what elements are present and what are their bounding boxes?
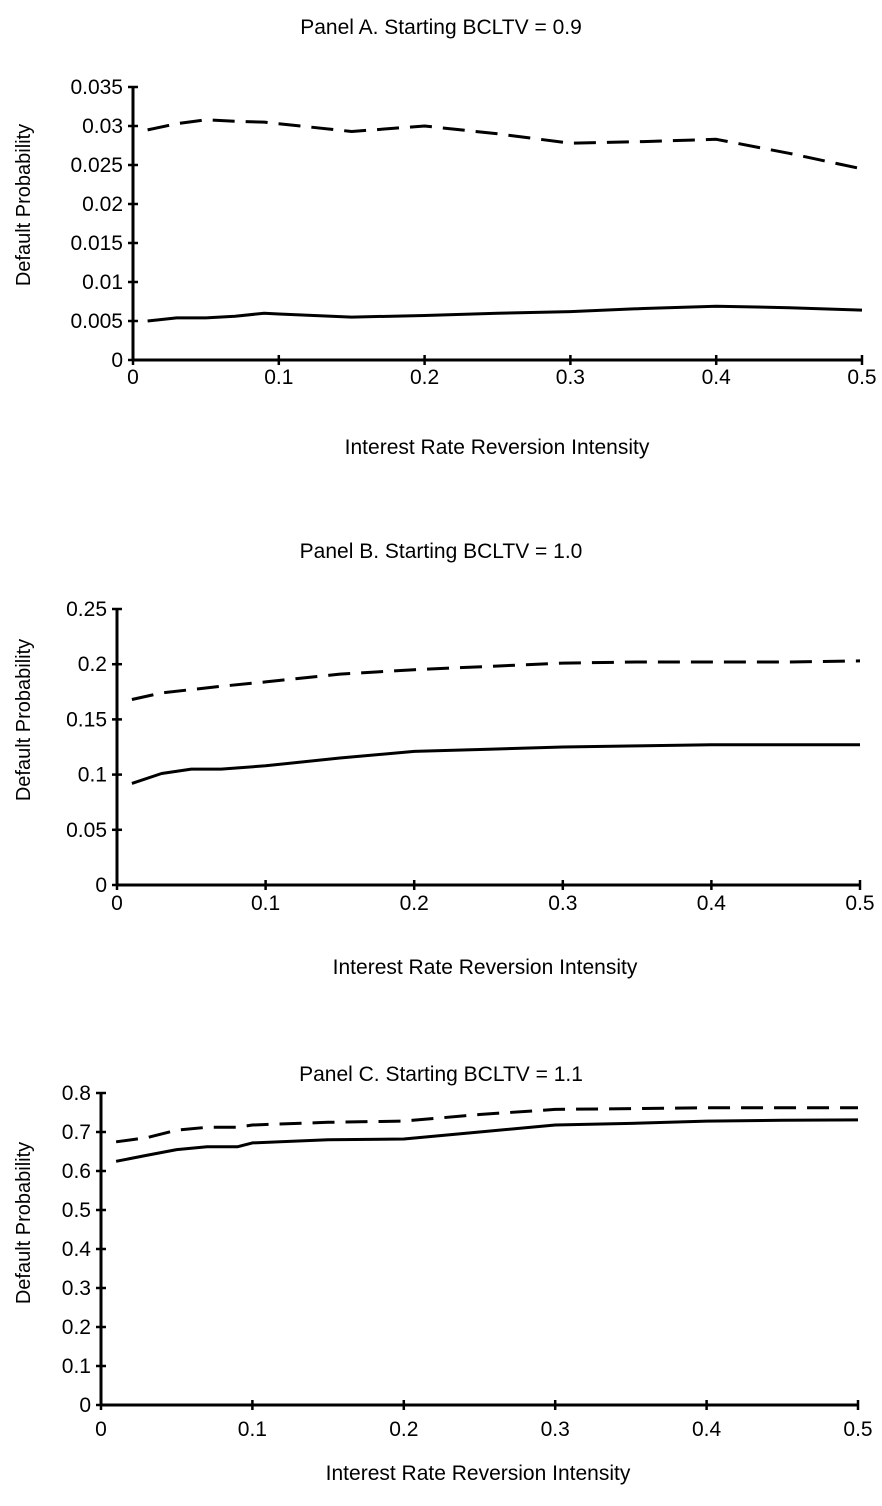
panel-c-x-tick-label: 0 bbox=[95, 1418, 107, 1441]
panel-c-y-tick-label: 0 bbox=[79, 1394, 91, 1417]
panel-a-y-tick-label: 0.025 bbox=[70, 154, 123, 177]
panel-c-y-tick-label: 0.8 bbox=[62, 1082, 91, 1105]
panel-b-x-tick-label: 0 bbox=[111, 892, 123, 915]
panel-b-y-tick-label: 0.25 bbox=[66, 598, 107, 621]
panel-c-y-tick-label: 0.1 bbox=[62, 1355, 91, 1378]
panel-b-series-dashed-line bbox=[131, 659, 861, 701]
panel-a-title: Panel A. Starting BCLTV = 0.9 bbox=[300, 16, 582, 39]
panel-a-x-tick-label: 0 bbox=[127, 366, 139, 389]
panel-c-title: Panel C. Starting BCLTV = 1.1 bbox=[299, 1063, 583, 1086]
panel-c-y-tick-label: 0.2 bbox=[62, 1316, 91, 1339]
panel-c-x-tick-label: 0.3 bbox=[541, 1418, 570, 1441]
panel-c-y-tick-label: 0.7 bbox=[62, 1121, 91, 1144]
panel-a-y-tick-label: 0.03 bbox=[82, 115, 123, 138]
panel-b-series-solid-line bbox=[131, 743, 860, 785]
panel-a-y-tick-label: 0.035 bbox=[70, 76, 123, 99]
panel-b-x-tick-label: 0.1 bbox=[251, 892, 280, 915]
panel-c-y-axis-label: Default Probability bbox=[13, 1142, 35, 1304]
panel-a-y-axis-label: Default Probability bbox=[13, 124, 35, 286]
panel-a-x-tick-label: 0.2 bbox=[410, 366, 439, 389]
panel-a-y-tick-label: 0 bbox=[111, 349, 123, 372]
panel-b-x-tick-label: 0.4 bbox=[697, 892, 727, 915]
panel-b-chart: 0 0.05 0.1 0.15 0.2 0.25 0 0.1 0.2 0.3 0.4 0.5 Defau… bbox=[13, 598, 875, 915]
panel-b-y-tick-label: 0.1 bbox=[78, 764, 107, 787]
panel-a-x-tick-label: 0.4 bbox=[702, 366, 732, 389]
panel-b-xlabel: Interest Rate Reversion Intensity bbox=[332, 956, 638, 979]
panel-c-series-dashed-line bbox=[115, 1106, 858, 1144]
panel-c-series-solid-line bbox=[115, 1118, 859, 1163]
panel-a-y-tick-label: 0.015 bbox=[70, 232, 123, 255]
panel-a-x-tick-label: 0.1 bbox=[264, 366, 293, 389]
panel-c-x-tick-label: 0.5 bbox=[843, 1418, 872, 1441]
panel-c-y-tick-label: 0.3 bbox=[62, 1277, 91, 1300]
panel-a-y-tick-label: 0.005 bbox=[70, 310, 123, 333]
panel-c-x-tick-label: 0.2 bbox=[389, 1418, 418, 1441]
panel-a-xlabel: Interest Rate Reversion Intensity bbox=[344, 436, 650, 459]
panel-a-x-tick-label: 0.5 bbox=[847, 366, 876, 389]
panel-c-y-tick-label: 0.6 bbox=[62, 1160, 91, 1183]
panel-a-series-dashed-line bbox=[147, 118, 863, 171]
panel-b-y-tick-label: 0 bbox=[95, 874, 107, 897]
panel-b-x-tick-label: 0.5 bbox=[845, 892, 874, 915]
panel-a-x-tick-label: 0.3 bbox=[556, 366, 585, 389]
panel-a-chart: 0 0.005 0.01 0.015 0.02 0.025 0.03 0.035 0 0.1 0.2… bbox=[13, 76, 877, 389]
panel-b-title: Panel B. Starting BCLTV = 1.0 bbox=[299, 540, 583, 563]
panel-a-y-tick-label: 0.02 bbox=[82, 193, 123, 216]
panel-c-y-tick-label: 0.4 bbox=[62, 1238, 92, 1261]
panel-a-y-tick-label: 0.01 bbox=[82, 271, 123, 294]
panel-a-series-solid-line bbox=[147, 304, 863, 323]
panel-b-x-tick-label: 0.2 bbox=[400, 892, 429, 915]
panel-b-y-tick-label: 0.15 bbox=[66, 708, 107, 731]
panel-c-x-tick-label: 0.1 bbox=[238, 1418, 267, 1441]
panel-b-y-tick-label: 0.05 bbox=[66, 819, 107, 842]
panel-b-x-tick-label: 0.3 bbox=[548, 892, 577, 915]
panel-b-y-axis-label: Default Probability bbox=[13, 639, 35, 801]
panel-c-chart: 0 0.1 0.2 0.3 0.4 0.5 0.6 0.7 0.8 0 0.1 0.2 0.3 0.4 0.… bbox=[13, 1082, 873, 1441]
panel-b-y-tick-label: 0.2 bbox=[78, 653, 107, 676]
panel-c-xlabel: Interest Rate Reversion Intensity bbox=[325, 1462, 631, 1485]
panel-c-y-tick-label: 0.5 bbox=[62, 1199, 91, 1222]
panel-c-x-tick-label: 0.4 bbox=[692, 1418, 722, 1441]
